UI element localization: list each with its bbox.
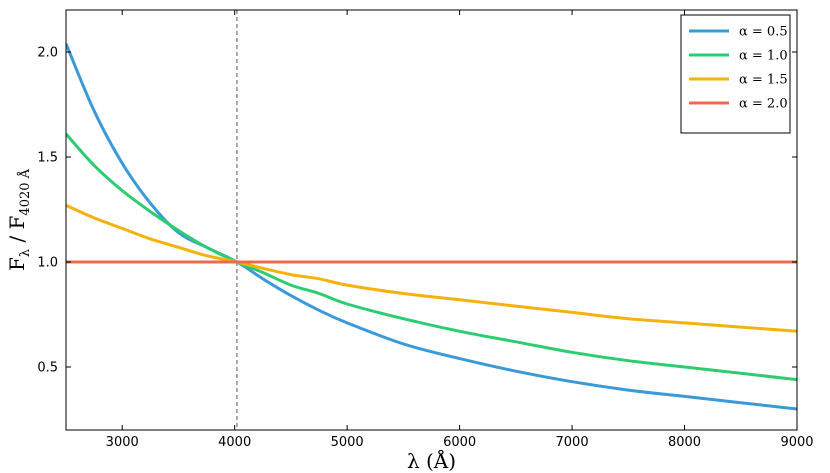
- x-tick-label: 6000: [443, 435, 476, 450]
- plot-area: [66, 10, 797, 430]
- legend-label-4: α = 2.0: [739, 97, 788, 112]
- legend-label-3: α = 1.5: [739, 73, 788, 88]
- y-tick-label: 0.5: [37, 361, 58, 376]
- series-line-3: [66, 203, 797, 333]
- y-axis-label-sep: / F: [5, 215, 29, 248]
- x-axis-label: λ (Å): [407, 448, 456, 473]
- legend: α = 0.5 α = 1.0 α = 1.5 α = 2.0: [680, 14, 791, 134]
- legend-box: [680, 14, 791, 134]
- axes-frame: [65, 9, 798, 431]
- series-line-1: [66, 43, 797, 411]
- y-tick-label: 1.0: [37, 256, 58, 271]
- legend-label-2: α = 1.0: [739, 49, 788, 64]
- x-tick-label: 7000: [556, 435, 589, 450]
- y-axis-label: Fλ / F4020 Å: [5, 168, 33, 271]
- x-tick-label: 4000: [218, 435, 251, 450]
- x-tick-label: 8000: [668, 435, 701, 450]
- x-tick-label: 9000: [780, 435, 813, 450]
- y-tick-label: 2.0: [37, 46, 58, 61]
- x-tick-label: 3000: [106, 435, 139, 450]
- y-axis-label-main: F: [5, 257, 29, 271]
- y-axis-label-sub1: λ: [18, 249, 33, 257]
- y-axis-label-sub2: 4020 Å: [17, 168, 33, 215]
- x-tick-label: 5000: [331, 435, 364, 450]
- y-tick-label: 1.5: [37, 151, 58, 166]
- legend-label-1: α = 0.5: [739, 25, 788, 40]
- axis-ticks: 3000 4000 5000 6000 7000 8000 9000 0.5 1.0 1.5 2.0: [37, 10, 814, 450]
- series-line-2: [66, 132, 797, 382]
